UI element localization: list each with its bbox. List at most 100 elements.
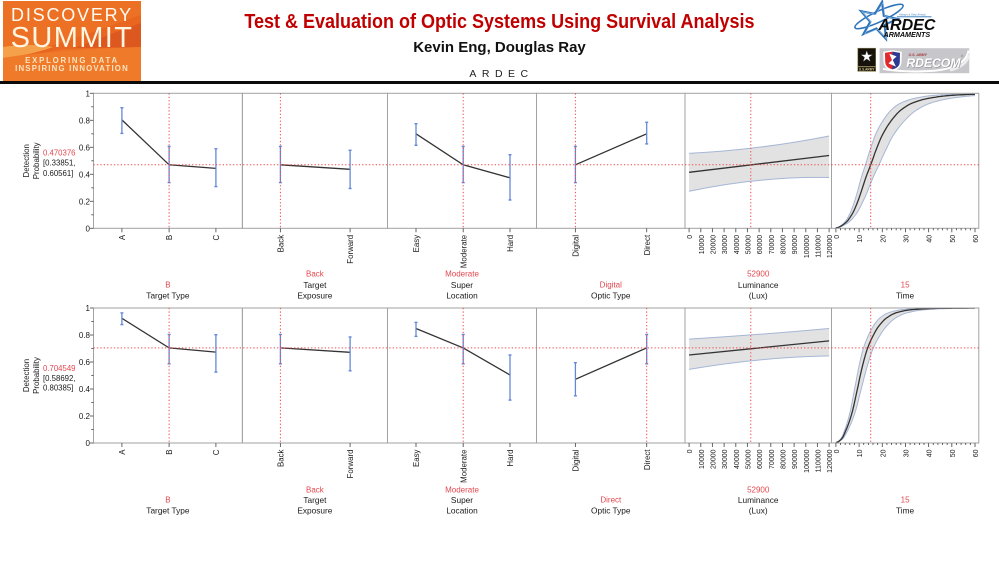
svg-text:52900: 52900 [747, 486, 770, 495]
svg-text:Location: Location [446, 505, 478, 515]
svg-text:Target Type: Target Type [146, 291, 190, 301]
svg-text:0.60561]: 0.60561] [43, 169, 73, 178]
svg-text:Super: Super [451, 495, 473, 505]
svg-text:B: B [165, 281, 170, 290]
svg-text:120000: 120000 [827, 235, 834, 258]
svg-text:0.4: 0.4 [79, 385, 91, 394]
svg-text:10000: 10000 [699, 235, 706, 255]
svg-text:0.8: 0.8 [79, 331, 91, 340]
svg-text:40000: 40000 [734, 235, 741, 255]
svg-text:Time: Time [896, 291, 915, 301]
svg-text:120000: 120000 [827, 449, 834, 472]
svg-text:50: 50 [950, 235, 957, 243]
svg-text:10: 10 [857, 449, 864, 457]
svg-text:Digital: Digital [572, 235, 581, 257]
svg-text:50000: 50000 [745, 235, 752, 255]
svg-text:0.470376: 0.470376 [43, 148, 76, 157]
svg-text:0.80385]: 0.80385] [43, 384, 73, 393]
svg-text:20000: 20000 [710, 235, 717, 255]
svg-text:Detection: Detection [22, 144, 31, 177]
svg-text:60: 60 [973, 449, 980, 457]
svg-text:Hard: Hard [506, 235, 515, 252]
svg-text:ARMAMENTS: ARMAMENTS [883, 30, 931, 39]
svg-text:RDECOM: RDECOM [907, 56, 962, 70]
svg-text:15: 15 [901, 495, 910, 504]
svg-text:Direct: Direct [643, 234, 652, 255]
svg-text:40000: 40000 [734, 449, 741, 469]
svg-text:40: 40 [927, 235, 934, 243]
svg-text:80000: 80000 [780, 449, 787, 469]
svg-text:®: ® [961, 55, 964, 59]
svg-text:0: 0 [834, 235, 841, 239]
svg-text:A: A [118, 234, 127, 240]
svg-text:Target: Target [303, 280, 327, 290]
svg-text:Easy: Easy [412, 449, 421, 467]
svg-text:U.S. ARMY: U.S. ARMY [909, 53, 928, 57]
svg-text:50000: 50000 [745, 449, 752, 469]
svg-text:60000: 60000 [757, 235, 764, 255]
svg-text:110000: 110000 [815, 449, 822, 472]
svg-text:B: B [165, 235, 174, 240]
svg-text:Optic Type: Optic Type [591, 505, 631, 515]
svg-text:Digital: Digital [600, 281, 622, 290]
svg-text:C: C [212, 449, 221, 455]
svg-text:Optic Type: Optic Type [591, 291, 631, 301]
svg-text:C: C [212, 235, 221, 241]
svg-text:Probability: Probability [32, 357, 41, 394]
svg-text:10000: 10000 [699, 449, 706, 469]
svg-text:0: 0 [834, 449, 841, 453]
svg-text:0: 0 [86, 224, 91, 233]
svg-text:1: 1 [86, 89, 91, 98]
svg-text:Super: Super [451, 280, 473, 290]
svg-text:0: 0 [86, 439, 91, 448]
svg-text:Time: Time [896, 505, 915, 515]
svg-text:Target Type: Target Type [146, 505, 190, 515]
svg-text:Direct: Direct [643, 449, 652, 470]
svg-text:52900: 52900 [747, 270, 770, 279]
svg-text:U.S.ARMY: U.S.ARMY [859, 68, 875, 72]
svg-text:20: 20 [880, 449, 887, 457]
svg-text:Probability: Probability [32, 142, 41, 179]
svg-text:Moderate: Moderate [445, 486, 479, 495]
svg-text:70000: 70000 [769, 449, 776, 469]
svg-text:30000: 30000 [722, 449, 729, 469]
svg-text:Moderate: Moderate [459, 449, 468, 483]
svg-text:0.6: 0.6 [79, 358, 91, 367]
svg-text:Exposure: Exposure [297, 291, 332, 301]
svg-text:70000: 70000 [769, 235, 776, 255]
svg-text:Location: Location [446, 291, 478, 301]
svg-text:1: 1 [86, 304, 91, 313]
svg-text:Forward: Forward [346, 450, 355, 479]
svg-text:50: 50 [950, 449, 957, 457]
svg-text:Exposure: Exposure [297, 505, 332, 515]
svg-text:Easy: Easy [412, 235, 421, 253]
svg-text:Back: Back [277, 449, 286, 467]
svg-text:30: 30 [904, 449, 911, 457]
svg-text:Always a Step Ahead: Always a Step Ahead [898, 12, 926, 16]
svg-text:Back: Back [306, 270, 325, 279]
svg-text:0.2: 0.2 [79, 197, 91, 206]
svg-text:Back: Back [306, 486, 325, 495]
svg-text:80000: 80000 [780, 235, 787, 255]
svg-text:Luminance: Luminance [738, 495, 779, 505]
svg-text:100000: 100000 [804, 235, 811, 258]
svg-text:A: A [118, 449, 127, 455]
svg-text:B: B [165, 495, 170, 504]
svg-text:[0.33851,: [0.33851, [43, 159, 76, 168]
svg-text:0.704549: 0.704549 [43, 364, 76, 373]
svg-text:0: 0 [687, 235, 694, 239]
svg-text:(Lux): (Lux) [749, 505, 768, 515]
svg-text:40: 40 [927, 449, 934, 457]
svg-text:20000: 20000 [710, 449, 717, 469]
svg-text:Direct: Direct [600, 495, 622, 504]
svg-text:[0.58692,: [0.58692, [43, 374, 76, 383]
svg-text:60: 60 [973, 235, 980, 243]
svg-text:Hard: Hard [506, 450, 515, 467]
svg-text:0.6: 0.6 [79, 143, 91, 152]
svg-text:30000: 30000 [722, 235, 729, 255]
svg-text:10: 10 [857, 235, 864, 243]
svg-text:(Lux): (Lux) [749, 291, 768, 301]
svg-text:RDECOM: RDECOM [906, 56, 961, 70]
svg-text:20: 20 [880, 235, 887, 243]
svg-text:Forward: Forward [346, 235, 355, 264]
